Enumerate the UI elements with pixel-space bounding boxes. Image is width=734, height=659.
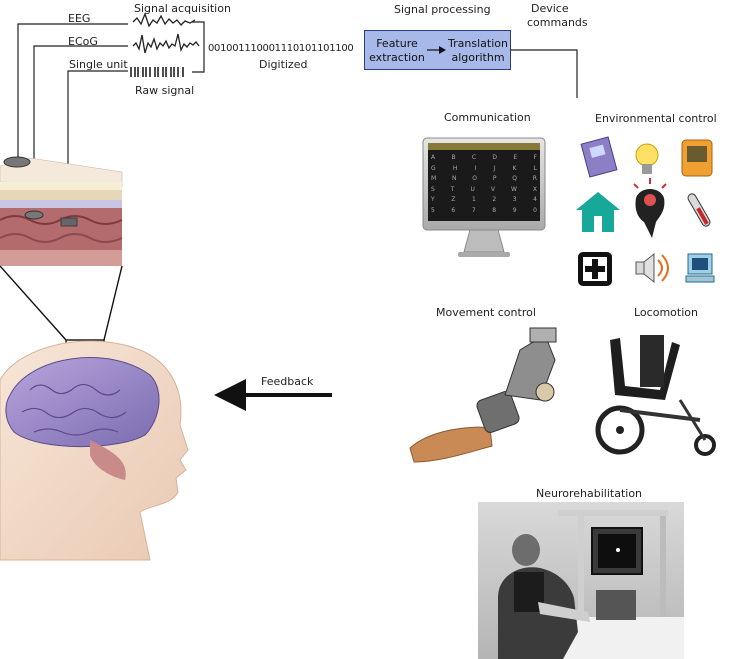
communication-monitor — [422, 137, 546, 257]
tv-icon — [681, 139, 713, 177]
feedback-label: Feedback — [261, 375, 314, 388]
ecog-waveform — [132, 33, 200, 54]
locomotion-label: Locomotion — [634, 306, 698, 319]
single-unit-label: Single unit — [69, 58, 128, 71]
skull-cross-section — [0, 156, 123, 266]
robotic-arm — [409, 327, 557, 463]
ecog-label: ECoG — [68, 35, 98, 48]
medical-cross-icon — [578, 252, 612, 286]
phone-icon — [580, 136, 618, 178]
binary-digits: 001001110001110101101100 — [208, 43, 354, 54]
environmental-control-label: Environmental control — [595, 112, 717, 125]
translation-algorithm-line1: Translation — [448, 37, 508, 50]
processing-arrow — [427, 46, 446, 54]
single-unit-spikes — [130, 67, 184, 77]
eeg-waveform — [132, 12, 196, 28]
signal-processing-label: Signal processing — [394, 3, 491, 16]
digitized-label: Digitized — [259, 58, 308, 71]
device-commands-line1: Device — [531, 2, 569, 15]
raw-signal-label: Raw signal — [135, 84, 195, 97]
speaking-head-icon — [633, 178, 667, 238]
translation-algorithm-line2: algorithm — [451, 51, 505, 64]
device-commands-line — [511, 49, 578, 98]
eeg-label: EEG — [68, 12, 91, 25]
speaker-icon — [635, 252, 669, 284]
light-bulb-icon — [635, 143, 659, 174]
home-icon — [576, 192, 620, 232]
signal-acquisition-label: Signal acquisition — [134, 2, 231, 15]
neurorehabilitation-label: Neurorehabilitation — [536, 487, 643, 500]
thermometer-icon — [687, 193, 711, 227]
head-illustration — [0, 340, 189, 561]
wheelchair — [595, 335, 716, 456]
neurorehabilitation-photo — [478, 502, 684, 659]
movement-control-label: Movement control — [436, 306, 536, 319]
computer-icon — [685, 253, 715, 283]
feature-extraction-line1: Feature — [376, 37, 418, 50]
feature-extraction-line2: extraction — [369, 51, 425, 64]
communication-label: Communication — [444, 111, 531, 124]
device-commands-line2: commands — [527, 16, 588, 29]
neurorehab-scene — [498, 510, 684, 659]
